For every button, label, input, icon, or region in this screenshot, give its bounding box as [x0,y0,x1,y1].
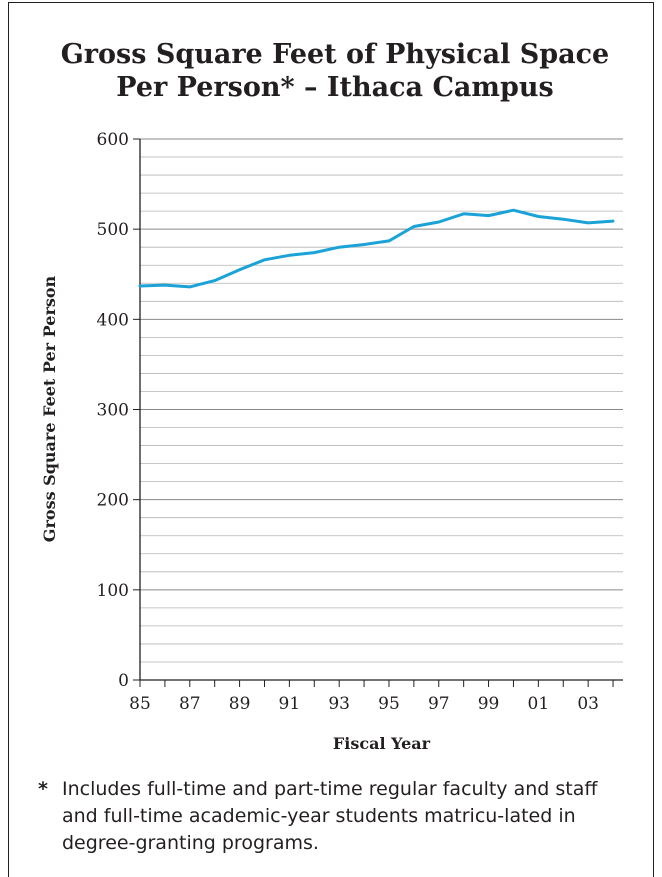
x-tick-label: 99 [478,694,500,714]
y-tick-label: 400 [97,310,129,330]
axes [133,138,623,687]
y-axis-title: Gross Square Feet Per Person [40,275,59,542]
x-tick-label: 01 [528,694,550,714]
series-group [138,208,615,289]
x-tick-label: 97 [428,694,450,714]
y-tick-labels: 0 100 200 300 400 500 600 [97,130,129,691]
x-tick-label: 89 [229,694,251,714]
y-tick-label: 200 [97,491,129,511]
footnote-text: Includes full-time and part-time regular… [62,778,598,854]
x-tick-label: 85 [129,694,151,714]
series-line [138,208,615,289]
y-tick-label: 500 [97,220,129,240]
y-tick-label: 100 [97,581,129,601]
chart-frame [8,2,654,877]
footnote: * Includes full-time and part-time regul… [38,776,618,857]
y-tick-label: 600 [97,130,129,150]
footnote-marker: * [38,778,48,800]
y-tick-label: 0 [118,671,129,691]
chart-title: Gross Square Feet of Physical Space Per … [0,38,662,104]
chart-title-line-2: Per Person* – Ithaca Campus [116,72,554,103]
x-tick-label: 87 [179,694,201,714]
gridlines [140,138,623,663]
chart-title-line-1: Gross Square Feet of Physical Space [60,39,610,70]
x-tick-label: 03 [577,694,599,714]
x-axis-title: Fiscal Year [332,734,431,753]
x-tick-label: 95 [378,694,400,714]
x-tick-labels: 85 87 89 91 93 95 97 99 01 03 [129,694,599,714]
x-tick-label: 93 [328,694,350,714]
y-tick-label: 300 [97,401,129,421]
x-tick-label: 91 [279,694,301,714]
